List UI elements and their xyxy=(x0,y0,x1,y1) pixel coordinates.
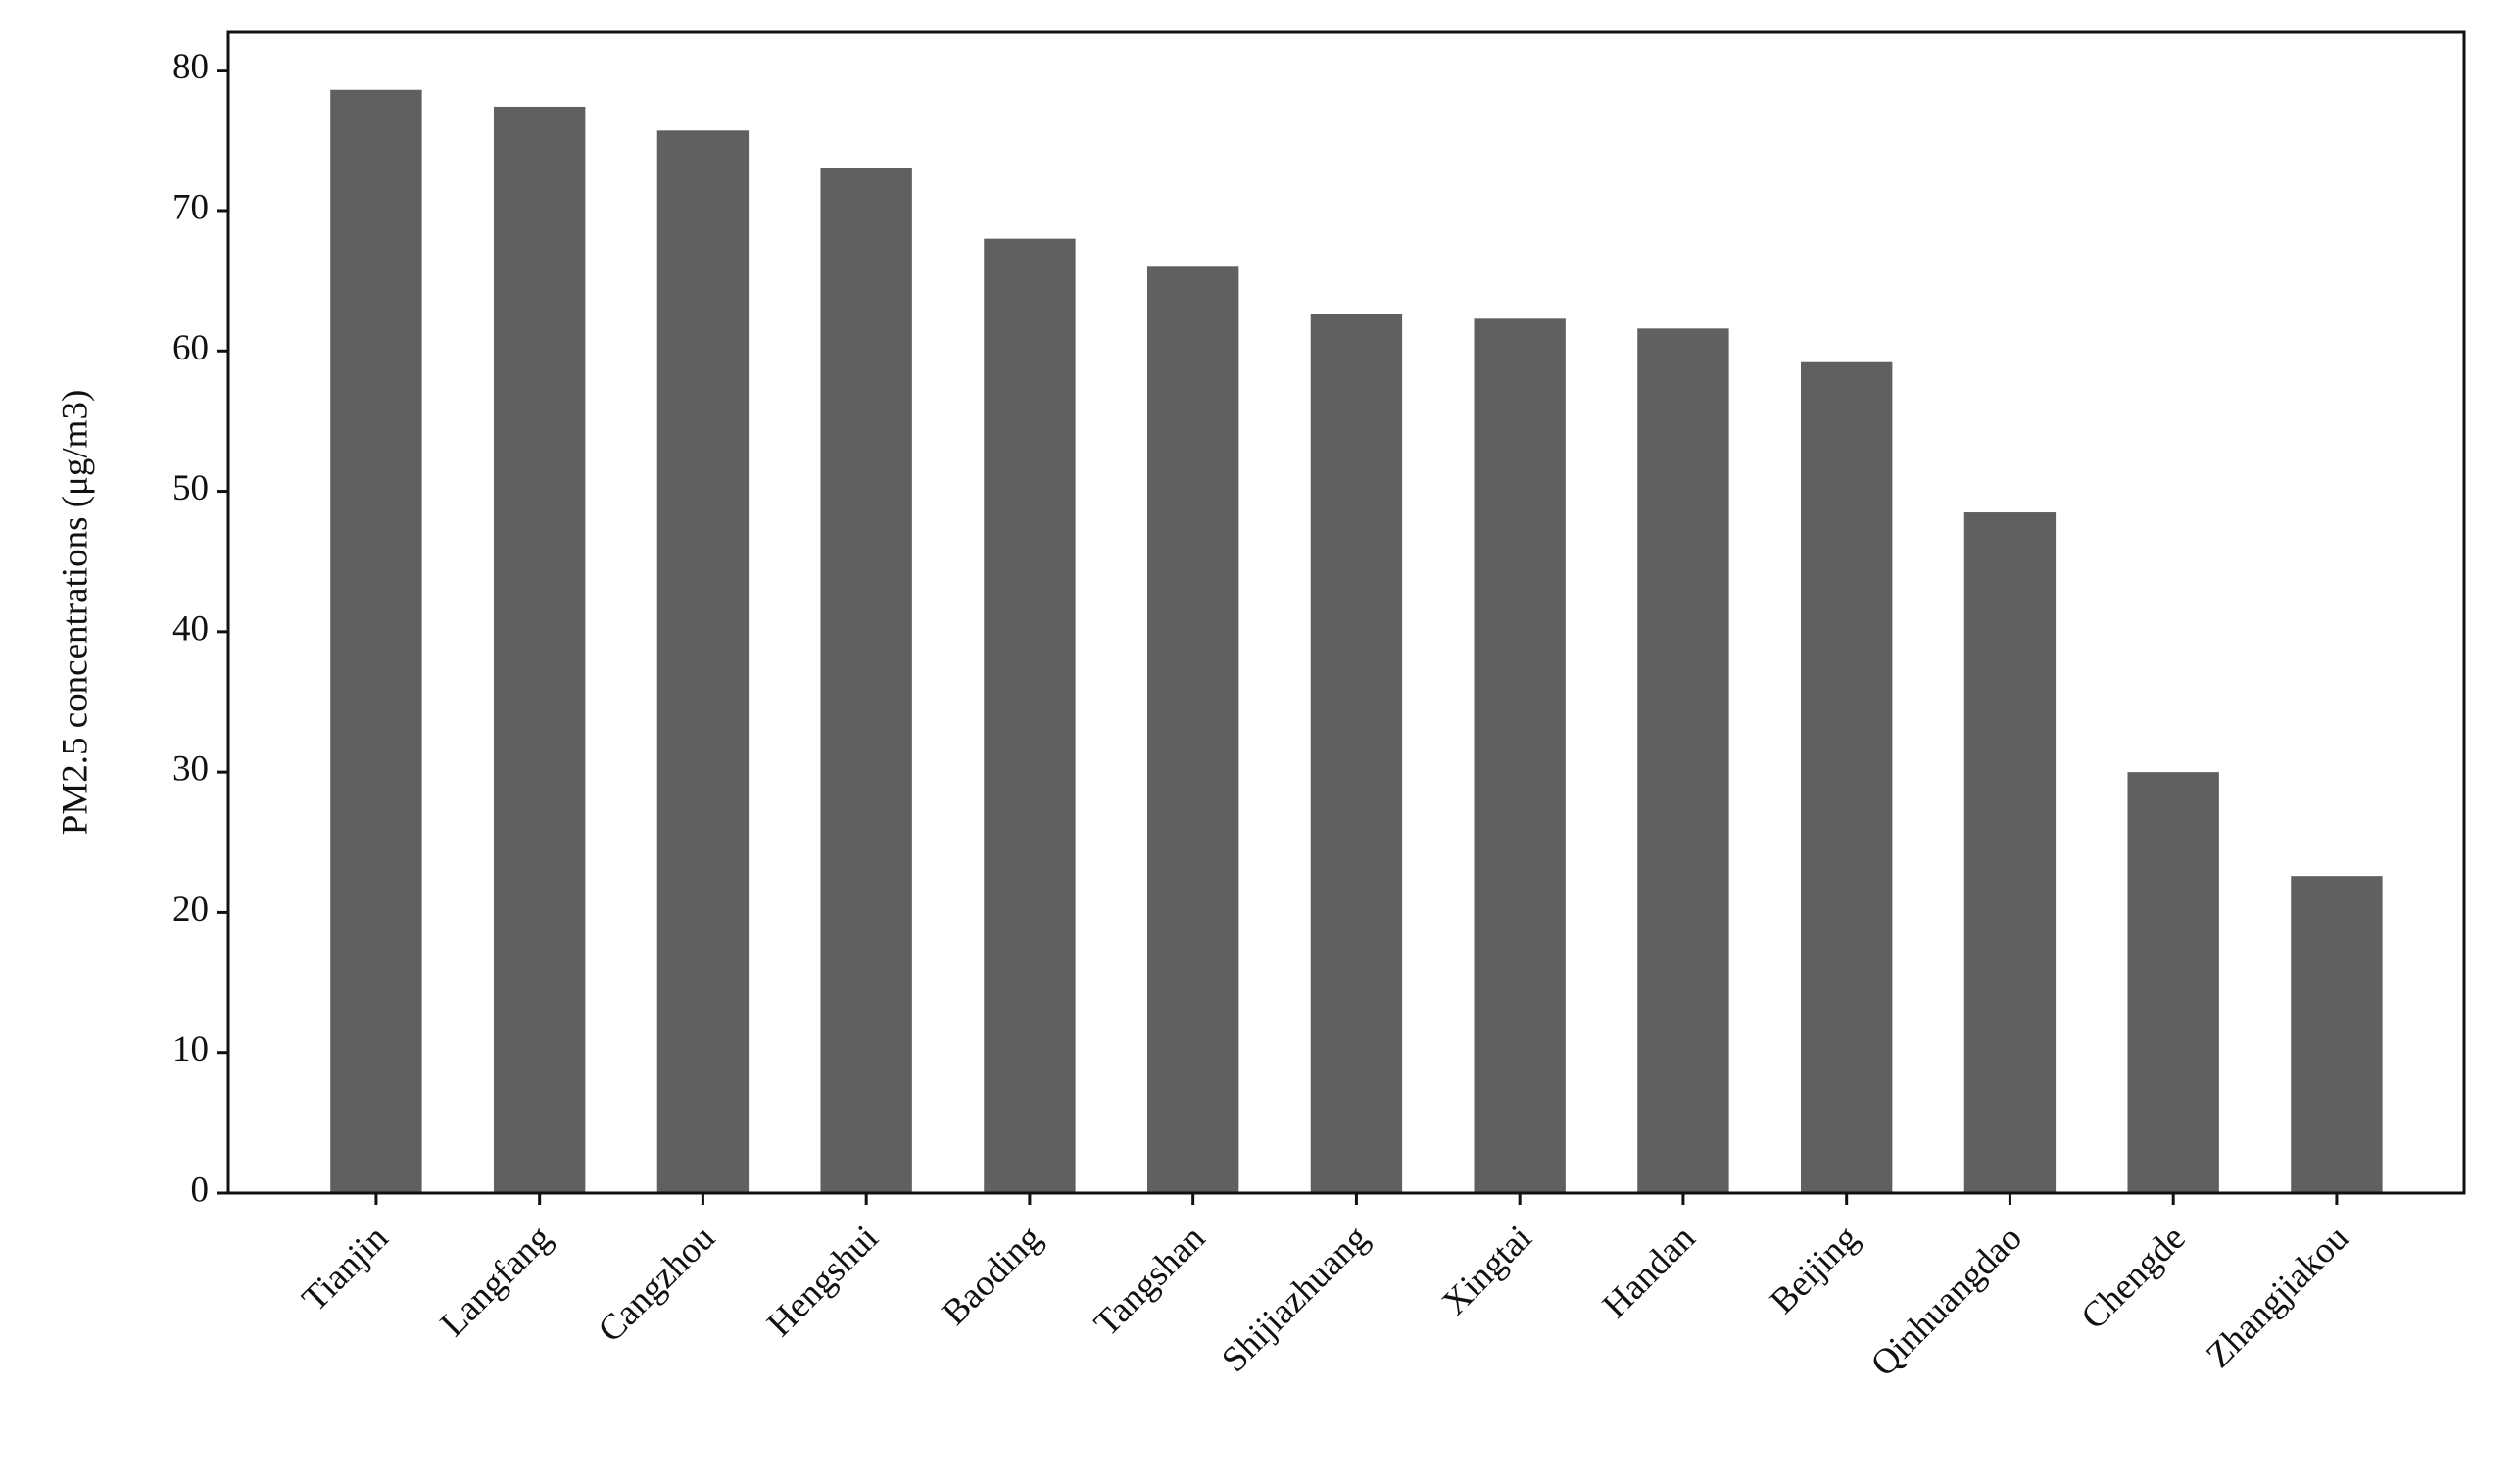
bar xyxy=(493,106,586,1194)
bar xyxy=(1310,314,1403,1194)
bar xyxy=(2127,772,2219,1193)
bar xyxy=(984,238,1076,1193)
y-tick-label: 20 xyxy=(172,889,209,930)
bar xyxy=(2291,876,2383,1193)
y-tick-label: 10 xyxy=(172,1029,209,1070)
x-tick-label: Zhangjiakou xyxy=(2199,1218,2356,1375)
x-tick-label: Langfang xyxy=(433,1218,559,1344)
bar xyxy=(820,168,912,1193)
bar xyxy=(1963,512,2057,1193)
y-tick-label: 80 xyxy=(172,47,209,87)
y-axis-label: PM2.5 concentrations (μg/m3) xyxy=(55,390,95,836)
x-tick-label: Baoding xyxy=(935,1218,1050,1333)
bar xyxy=(656,130,750,1194)
y-tick-label: 60 xyxy=(172,328,209,368)
x-tick-label: Hengshui xyxy=(759,1218,886,1344)
x-tick-label: Chengde xyxy=(2074,1218,2194,1337)
x-tick-label: Tianjin xyxy=(295,1218,397,1319)
bar xyxy=(1637,328,1729,1193)
y-tick-label: 70 xyxy=(172,187,209,227)
x-tick-label: Xingtai xyxy=(1434,1218,1539,1322)
y-tick-label: 50 xyxy=(172,468,209,508)
y-tick-label: 40 xyxy=(172,608,209,648)
y-tick-label: 30 xyxy=(172,749,209,790)
plot-frame xyxy=(226,30,2466,1195)
x-tick-label: Beijing xyxy=(1763,1218,1866,1321)
x-tick-label: Handan xyxy=(1595,1218,1703,1325)
x-tick-label: Qinhuangdao xyxy=(1864,1218,2030,1384)
x-tick-label: Tangshan xyxy=(1087,1218,1213,1344)
bar xyxy=(1474,318,1566,1193)
x-tick-label: Shijiazhuang xyxy=(1214,1218,1377,1380)
bar xyxy=(330,89,422,1193)
bar xyxy=(1800,361,1893,1194)
y-tick-label: 0 xyxy=(191,1170,210,1210)
bar xyxy=(1146,266,1239,1194)
x-tick-label: Cangzhou xyxy=(591,1218,723,1350)
